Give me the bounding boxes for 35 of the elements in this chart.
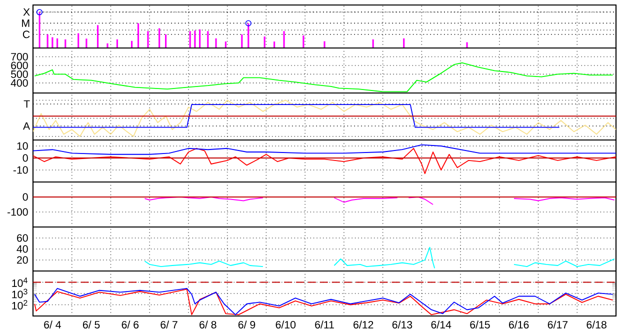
y-tick-label: 10$^{3}$ — [12, 288, 28, 298]
y-tick-label: 400 — [10, 79, 28, 87]
y-tick-label: 10 — [17, 142, 28, 150]
y-tick-label: 500 — [10, 70, 28, 78]
text: C — [22, 30, 30, 38]
x-tick-label: 6/ 7 — [160, 320, 178, 328]
y-tick-label: 600 — [11, 62, 28, 70]
y-tick-label: -100 — [8, 208, 28, 216]
x-tick-label: 6/ 6 — [122, 320, 139, 328]
x-tick-label: 6/13 — [392, 320, 412, 328]
x-tick-label: 6/18 — [586, 320, 606, 328]
y-tick-label: 0 — [22, 154, 28, 162]
y-tick-label: 20 — [17, 256, 28, 264]
y-tick-label: 40 — [16, 245, 28, 253]
x-tick-label: 6/14 — [431, 320, 452, 328]
x-tick-label: 6/16 — [509, 320, 529, 328]
x-tick-label: 6/ 8 — [200, 320, 216, 328]
x-tick-label: 6/15 — [470, 320, 490, 328]
y-tick-label: 60 — [17, 234, 28, 242]
y-tick-label: 0 — [22, 193, 28, 201]
text: M — [22, 20, 30, 27]
text: T — [24, 100, 30, 108]
x-tick-label: 6/ 4 — [44, 320, 61, 328]
y-tick-label: 10$^{2}$ — [12, 300, 28, 310]
x-tick-label: 6/12 — [354, 320, 374, 328]
x-tick-label: 6/10 — [276, 320, 296, 328]
y-tick-label: 700 — [11, 52, 28, 60]
y-tick-label: 10$^{4}$ — [12, 278, 28, 287]
x-tick-label: 6/11 — [315, 320, 334, 328]
x-tick-label: 6/ 9 — [238, 320, 256, 328]
x-tick-label: 6/ 5 — [82, 320, 100, 328]
text: A — [23, 122, 30, 130]
x-tick-label: 6/17 — [548, 320, 568, 328]
text: X — [23, 8, 30, 16]
y-tick-label: -10 — [13, 166, 28, 174]
